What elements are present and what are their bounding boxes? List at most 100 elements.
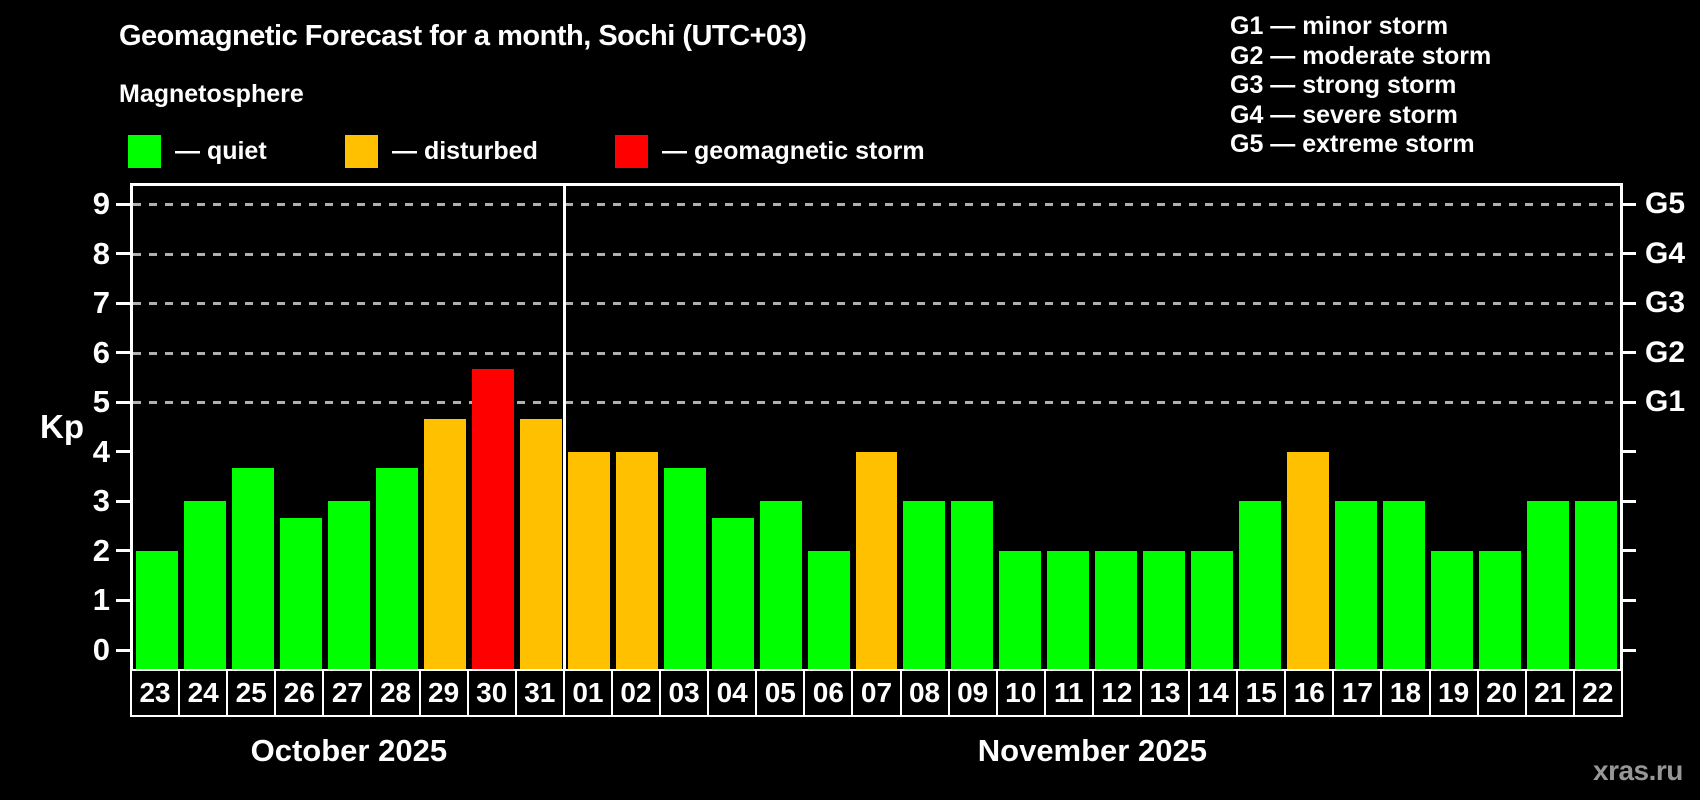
plot-inner — [133, 186, 1620, 669]
kp-bar — [1527, 501, 1570, 669]
kp-bar — [1287, 451, 1330, 669]
month-label: October 2025 — [250, 733, 448, 768]
kp-bar — [855, 451, 898, 669]
date-cell: 02 — [613, 671, 662, 715]
kp-gridline — [133, 351, 1620, 355]
date-cell: 22 — [1582, 677, 1614, 708]
g-scale-legend-line: G5 — extreme storm — [1230, 130, 1475, 158]
month-label: November 2025 — [977, 733, 1207, 768]
date-cell: 18 — [1382, 671, 1431, 715]
kp-bar — [1239, 501, 1282, 669]
date-cell: 26 — [276, 671, 325, 715]
storm-color-swatch — [615, 134, 648, 168]
kp-bar — [279, 517, 322, 669]
right-tick-mark — [1623, 252, 1636, 256]
y-tick-label: 6 — [92, 334, 110, 370]
kp-bar — [1191, 550, 1234, 669]
y-tick-mark — [116, 351, 130, 355]
y-tick-mark — [116, 549, 130, 553]
kp-bar — [423, 418, 466, 669]
y-tick-label: 4 — [92, 433, 110, 469]
right-tick-mark — [1623, 549, 1636, 553]
g-scale-legend: G1 — minor storm G2 — moderate storm G3 — … — [1230, 12, 1491, 160]
kp-bar — [471, 369, 514, 669]
y-tick-label: 1 — [92, 582, 110, 618]
right-tick-mark — [1623, 648, 1636, 652]
kp-bar — [1383, 501, 1426, 669]
quiet-color-swatch — [128, 134, 161, 168]
chart-title: Geomagnetic Forecast for a month, Sochi … — [119, 20, 807, 52]
right-tick-mark — [1623, 202, 1636, 206]
g-scale-legend-line: G1 — minor storm — [1230, 12, 1449, 40]
kp-bar — [375, 468, 418, 669]
right-tick-mark — [1623, 351, 1636, 355]
kp-bar — [1143, 550, 1186, 669]
right-tick-mark — [1623, 400, 1636, 404]
date-cell: 28 — [372, 671, 421, 715]
date-cell: 03 — [661, 671, 710, 715]
g-scale-legend-line: G3 — strong storm — [1230, 71, 1457, 99]
y-tick-label: 7 — [92, 285, 110, 321]
date-cell: 19 — [1431, 671, 1479, 715]
date-cell: 11 — [1046, 671, 1094, 715]
y-tick-label: 5 — [92, 384, 110, 420]
kp-bar — [807, 550, 850, 669]
right-tick-mark — [1623, 301, 1636, 305]
date-cell: 12 — [1094, 671, 1142, 715]
date-row: 23 24 25 26 27 28 29 30 31 01 02 03 04 05 06 07 08 09 10 11… — [130, 669, 1623, 717]
g-scale-tick-label: G1 — [1645, 385, 1686, 419]
watermark: xras.ru — [1593, 755, 1683, 786]
legend-label-storm: — geomagnetic storm — [662, 136, 925, 165]
kp-bar — [663, 468, 706, 669]
kp-bar — [759, 501, 802, 669]
kp-gridline — [133, 252, 1620, 256]
date-cell: 13 — [1142, 671, 1191, 715]
date-cell: 25 — [228, 671, 277, 715]
chart-subtitle: Magnetosphere — [119, 80, 304, 108]
kp-axis-label: Kp — [40, 408, 84, 445]
g-scale-tick-label: G3 — [1645, 286, 1686, 320]
disturbed-color-swatch — [345, 134, 378, 168]
kp-bar — [903, 501, 946, 669]
right-tick-mark — [1623, 499, 1636, 503]
kp-gridline — [133, 401, 1620, 405]
kp-gridline — [133, 203, 1620, 207]
kp-bar — [136, 550, 178, 669]
date-cell: 31 — [517, 671, 565, 715]
kp-bar — [1575, 501, 1617, 669]
y-tick-mark — [116, 252, 130, 256]
legend-item-disturbed: — disturbed — [345, 134, 538, 168]
legend-label-disturbed: — disturbed — [392, 136, 538, 165]
y-tick-mark — [116, 301, 130, 305]
y-tick-mark — [116, 648, 130, 652]
date-cell: 27 — [324, 671, 373, 715]
date-cell: 14 — [1190, 671, 1239, 715]
date-cell: 09 — [950, 671, 998, 715]
kp-bar — [1431, 550, 1474, 669]
kp-bar — [1095, 550, 1138, 669]
g-scale-tick-label: G5 — [1645, 187, 1686, 221]
kp-bar — [1335, 501, 1378, 669]
date-cell: 17 — [1334, 671, 1383, 715]
date-cell: 01 — [565, 671, 613, 715]
right-tick-mark — [1623, 598, 1636, 602]
kp-bar — [327, 501, 370, 669]
y-tick-label: 9 — [92, 186, 110, 222]
date-cell: 21 — [1527, 671, 1575, 715]
kp-gridline — [133, 302, 1620, 306]
kp-bar — [711, 517, 754, 669]
kp-bar — [615, 451, 658, 669]
g-scale-tick-label: G4 — [1645, 236, 1686, 270]
kp-bar — [183, 501, 226, 669]
g-scale-tick-label: G2 — [1645, 335, 1686, 369]
kp-bar — [999, 550, 1042, 669]
date-cell: 23 — [132, 671, 181, 715]
y-tick-mark — [116, 598, 130, 602]
date-cell: 04 — [709, 671, 758, 715]
kp-bar — [519, 418, 562, 669]
g-scale-legend-line: G4 — severe storm — [1230, 100, 1458, 129]
kp-bar — [1479, 550, 1522, 669]
y-tick-label: 2 — [92, 532, 110, 568]
y-tick-mark — [116, 499, 130, 503]
